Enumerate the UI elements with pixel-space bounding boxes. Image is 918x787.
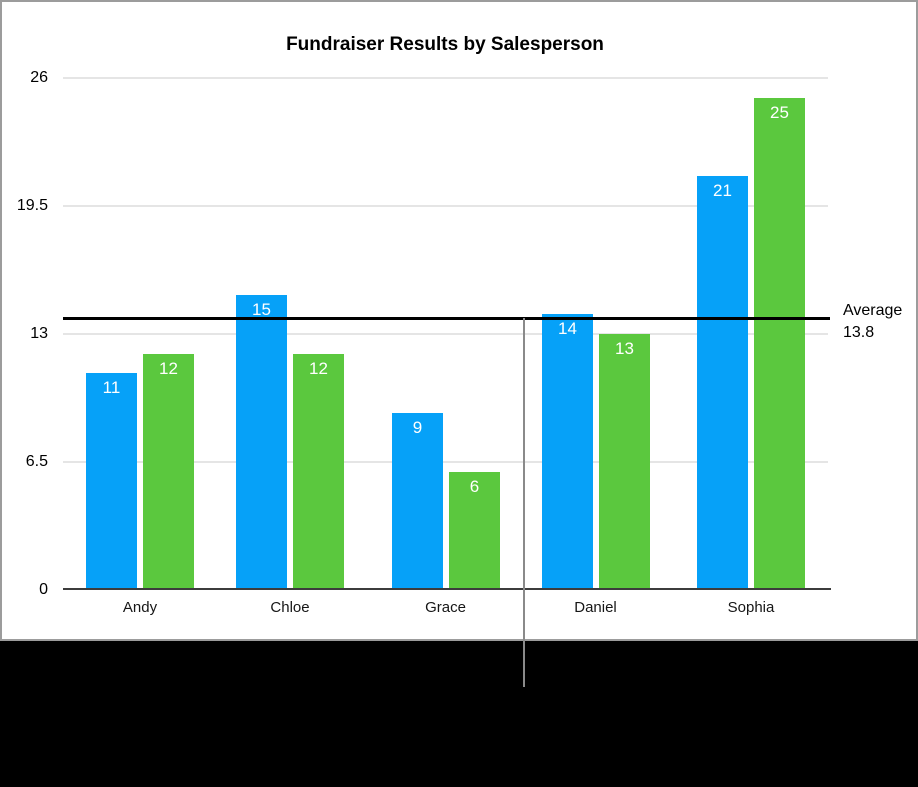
x-axis-category-label: Chloe	[270, 599, 310, 616]
bar-value-label: 14	[558, 319, 577, 338]
bar-value-label: 11	[102, 378, 121, 397]
average-reference-line	[63, 317, 830, 320]
y-axis-tick-label: 26	[30, 69, 48, 86]
x-axis-category-label: Andy	[122, 599, 158, 616]
x-axis-category-label: Grace	[425, 599, 466, 616]
average-line-label-value: 13.8	[843, 324, 875, 341]
y-axis-tick-label: 19.5	[16, 197, 48, 214]
bar-value-label: 12	[309, 359, 328, 378]
bar-value-label: 13	[615, 339, 634, 358]
bar-value-label: 25	[770, 103, 789, 122]
y-axis-tick-label: 6.5	[25, 453, 48, 470]
average-line-label-text: Average	[843, 302, 903, 319]
bar-andy-s1: 11	[86, 373, 137, 590]
figure-bottom-black-region	[0, 641, 918, 787]
bar-sophia-s2: 25	[754, 98, 805, 590]
x-axis-category-label: Daniel	[574, 599, 617, 616]
x-axis-category-label: Sophia	[727, 599, 775, 616]
y-axis-tick-label: 0	[39, 581, 48, 598]
gridline	[63, 333, 828, 335]
bar-chloe-s1: 15	[236, 295, 287, 590]
bar-daniel-s1: 14	[542, 314, 593, 590]
chart-title: Fundraiser Results by Salesperson	[286, 34, 604, 55]
bar-value-label: 6	[469, 477, 480, 496]
gridline	[63, 461, 828, 463]
bar-grace-s1: 9	[392, 413, 443, 590]
bar-value-label: 12	[159, 359, 178, 378]
bar-sophia-s1: 21	[697, 176, 748, 590]
plot-area: 0 6.5 13 19.5 26 11 15 9 14 21 12 12 6 13 25 Andy Chloe G…	[16, 69, 828, 616]
bar-grace-s2: 6	[449, 472, 500, 590]
gridline	[63, 77, 828, 79]
bar-chloe-s2: 12	[293, 354, 344, 590]
average-line-label: Average 13.8	[843, 300, 902, 344]
bar-value-label: 15	[252, 300, 271, 319]
callout-line	[523, 318, 525, 687]
y-axis-tick-label: 13	[30, 325, 48, 342]
bar-value-label: 21	[713, 181, 732, 200]
x-axis-line	[63, 588, 831, 590]
bar-daniel-s2: 13	[599, 334, 650, 590]
bar-andy-s2: 12	[143, 354, 194, 590]
gridline	[63, 205, 828, 207]
chart-panel: Fundraiser Results by Salesperson 0 6.5 13…	[0, 0, 918, 641]
bar-value-label: 9	[412, 418, 423, 437]
